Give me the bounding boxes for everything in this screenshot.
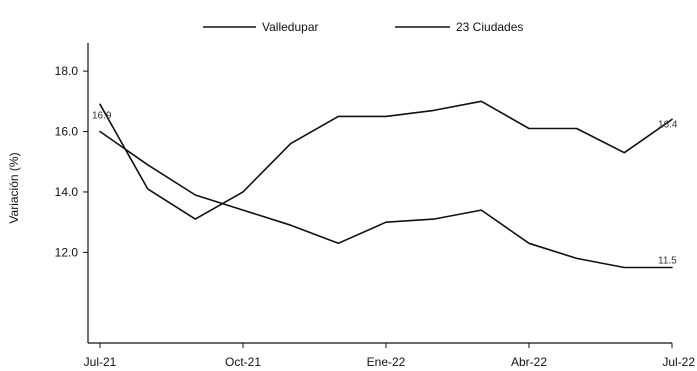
y-tick-label: 14.0 xyxy=(55,185,79,199)
y-tick-label: 18.0 xyxy=(55,64,79,78)
end-value-label: 11.5 xyxy=(658,255,677,266)
y-ticks: 18.0 16.0 14.0 12.0 xyxy=(55,64,88,259)
legend: Valledupar 23 Ciudades xyxy=(203,20,523,34)
series-group xyxy=(99,100,673,269)
data-labels: 16.4 11.5 16.9 xyxy=(92,110,678,266)
y-axis-label: Variación (%) xyxy=(7,152,21,223)
legend-label-23-ciudades: 23 Ciudades xyxy=(456,20,523,34)
y-tick-label: 12.0 xyxy=(55,245,79,259)
x-tick-label: Jul-22 xyxy=(662,355,695,369)
x-tick-label: Ene-22 xyxy=(367,355,406,369)
x-tick-label: Jul-21 xyxy=(84,355,117,369)
series-line-23-ciudades xyxy=(99,130,673,269)
x-ticks: Jul-21 Oct-21 Ene-22 Abr-22 Jul-22 xyxy=(84,343,695,369)
legend-label-valledupar: Valledupar xyxy=(262,20,318,34)
start-value-label: 16.9 xyxy=(92,110,112,121)
end-value-label: 16.4 xyxy=(658,119,678,130)
y-tick-label: 16.0 xyxy=(55,125,79,139)
series-line-valledupar xyxy=(99,100,673,220)
x-tick-label: Oct-21 xyxy=(225,355,261,369)
x-tick-label: Abr-22 xyxy=(511,355,547,369)
